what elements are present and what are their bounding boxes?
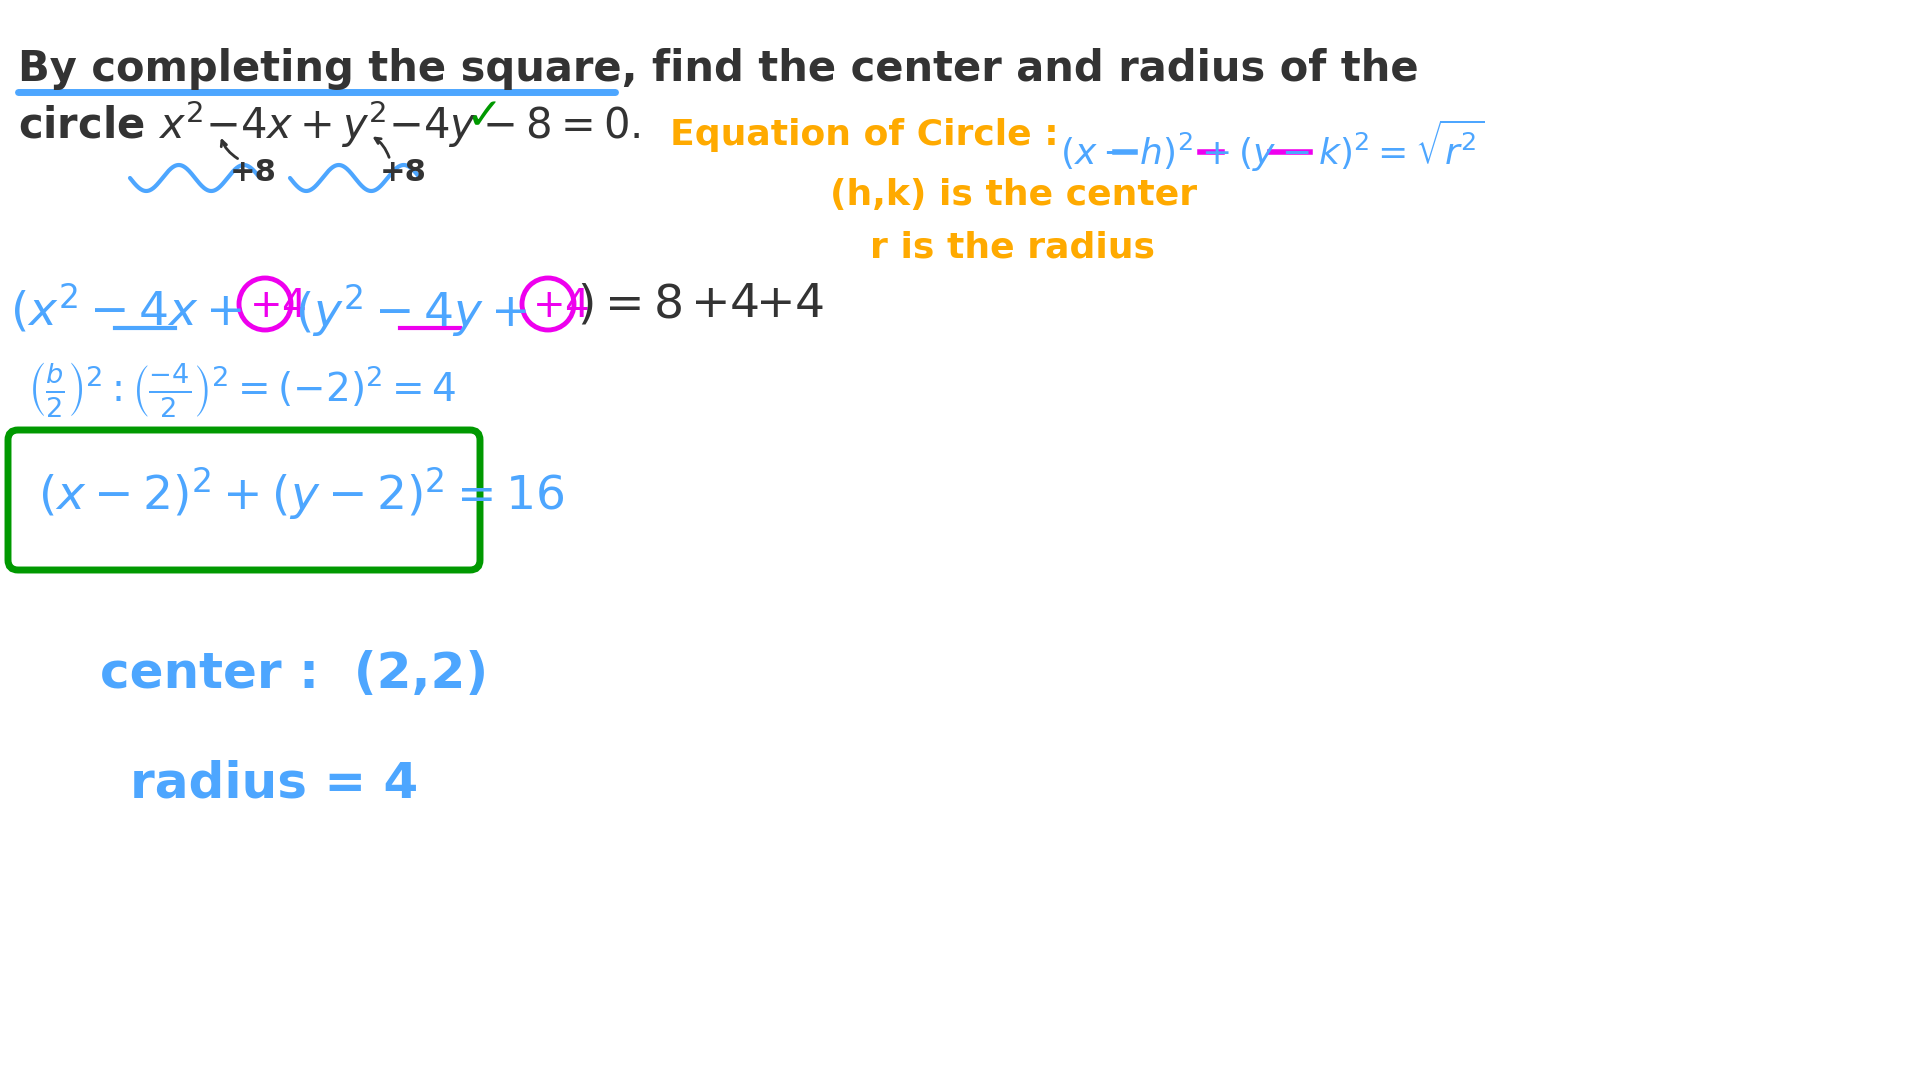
Text: $\left(\frac{b}{2}\right)^2 : \left(\frac{-4}{2}\right)^2 = (-2)^2=4$: $\left(\frac{b}{2}\right)^2 : \left(\fra… [29,360,457,419]
Text: +8: +8 [380,158,426,187]
Text: By completing the square, find the center and radius of the: By completing the square, find the cente… [17,48,1419,90]
Text: $+4$: $+4$ [532,287,589,325]
Text: $+4$: $+4$ [689,282,758,327]
Text: r is the radius: r is the radius [870,230,1156,264]
Text: $+4$: $+4$ [755,282,824,327]
Text: $)= 8$: $)= 8$ [578,282,682,327]
Text: $(x-h)^2+(y-k)^2=\sqrt{r^2}$: $(x-h)^2+(y-k)^2=\sqrt{r^2}$ [1060,118,1484,174]
Text: (h,k) is the center: (h,k) is the center [829,178,1198,212]
Text: $(x^2-4x+$: $(x^2-4x+$ [10,282,242,335]
Text: radius = 4: radius = 4 [131,760,419,808]
Text: Equation of Circle :: Equation of Circle : [670,118,1058,152]
Text: ✓: ✓ [465,95,503,138]
Text: $(x-2)^2+ ( y-2)^2 = 16$: $(x-2)^2+ ( y-2)^2 = 16$ [38,465,564,522]
Text: $+4$: $+4$ [250,287,305,325]
Text: +8: +8 [230,158,276,187]
Text: center :  (2,2): center : (2,2) [100,650,488,698]
FancyBboxPatch shape [8,430,480,570]
Text: $(y^2-4y+$: $(y^2-4y+$ [296,282,528,339]
Text: circle $x^2$$-4x+y^2$$-4y-8=0.$: circle $x^2$$-4x+y^2$$-4y-8=0.$ [17,98,641,149]
